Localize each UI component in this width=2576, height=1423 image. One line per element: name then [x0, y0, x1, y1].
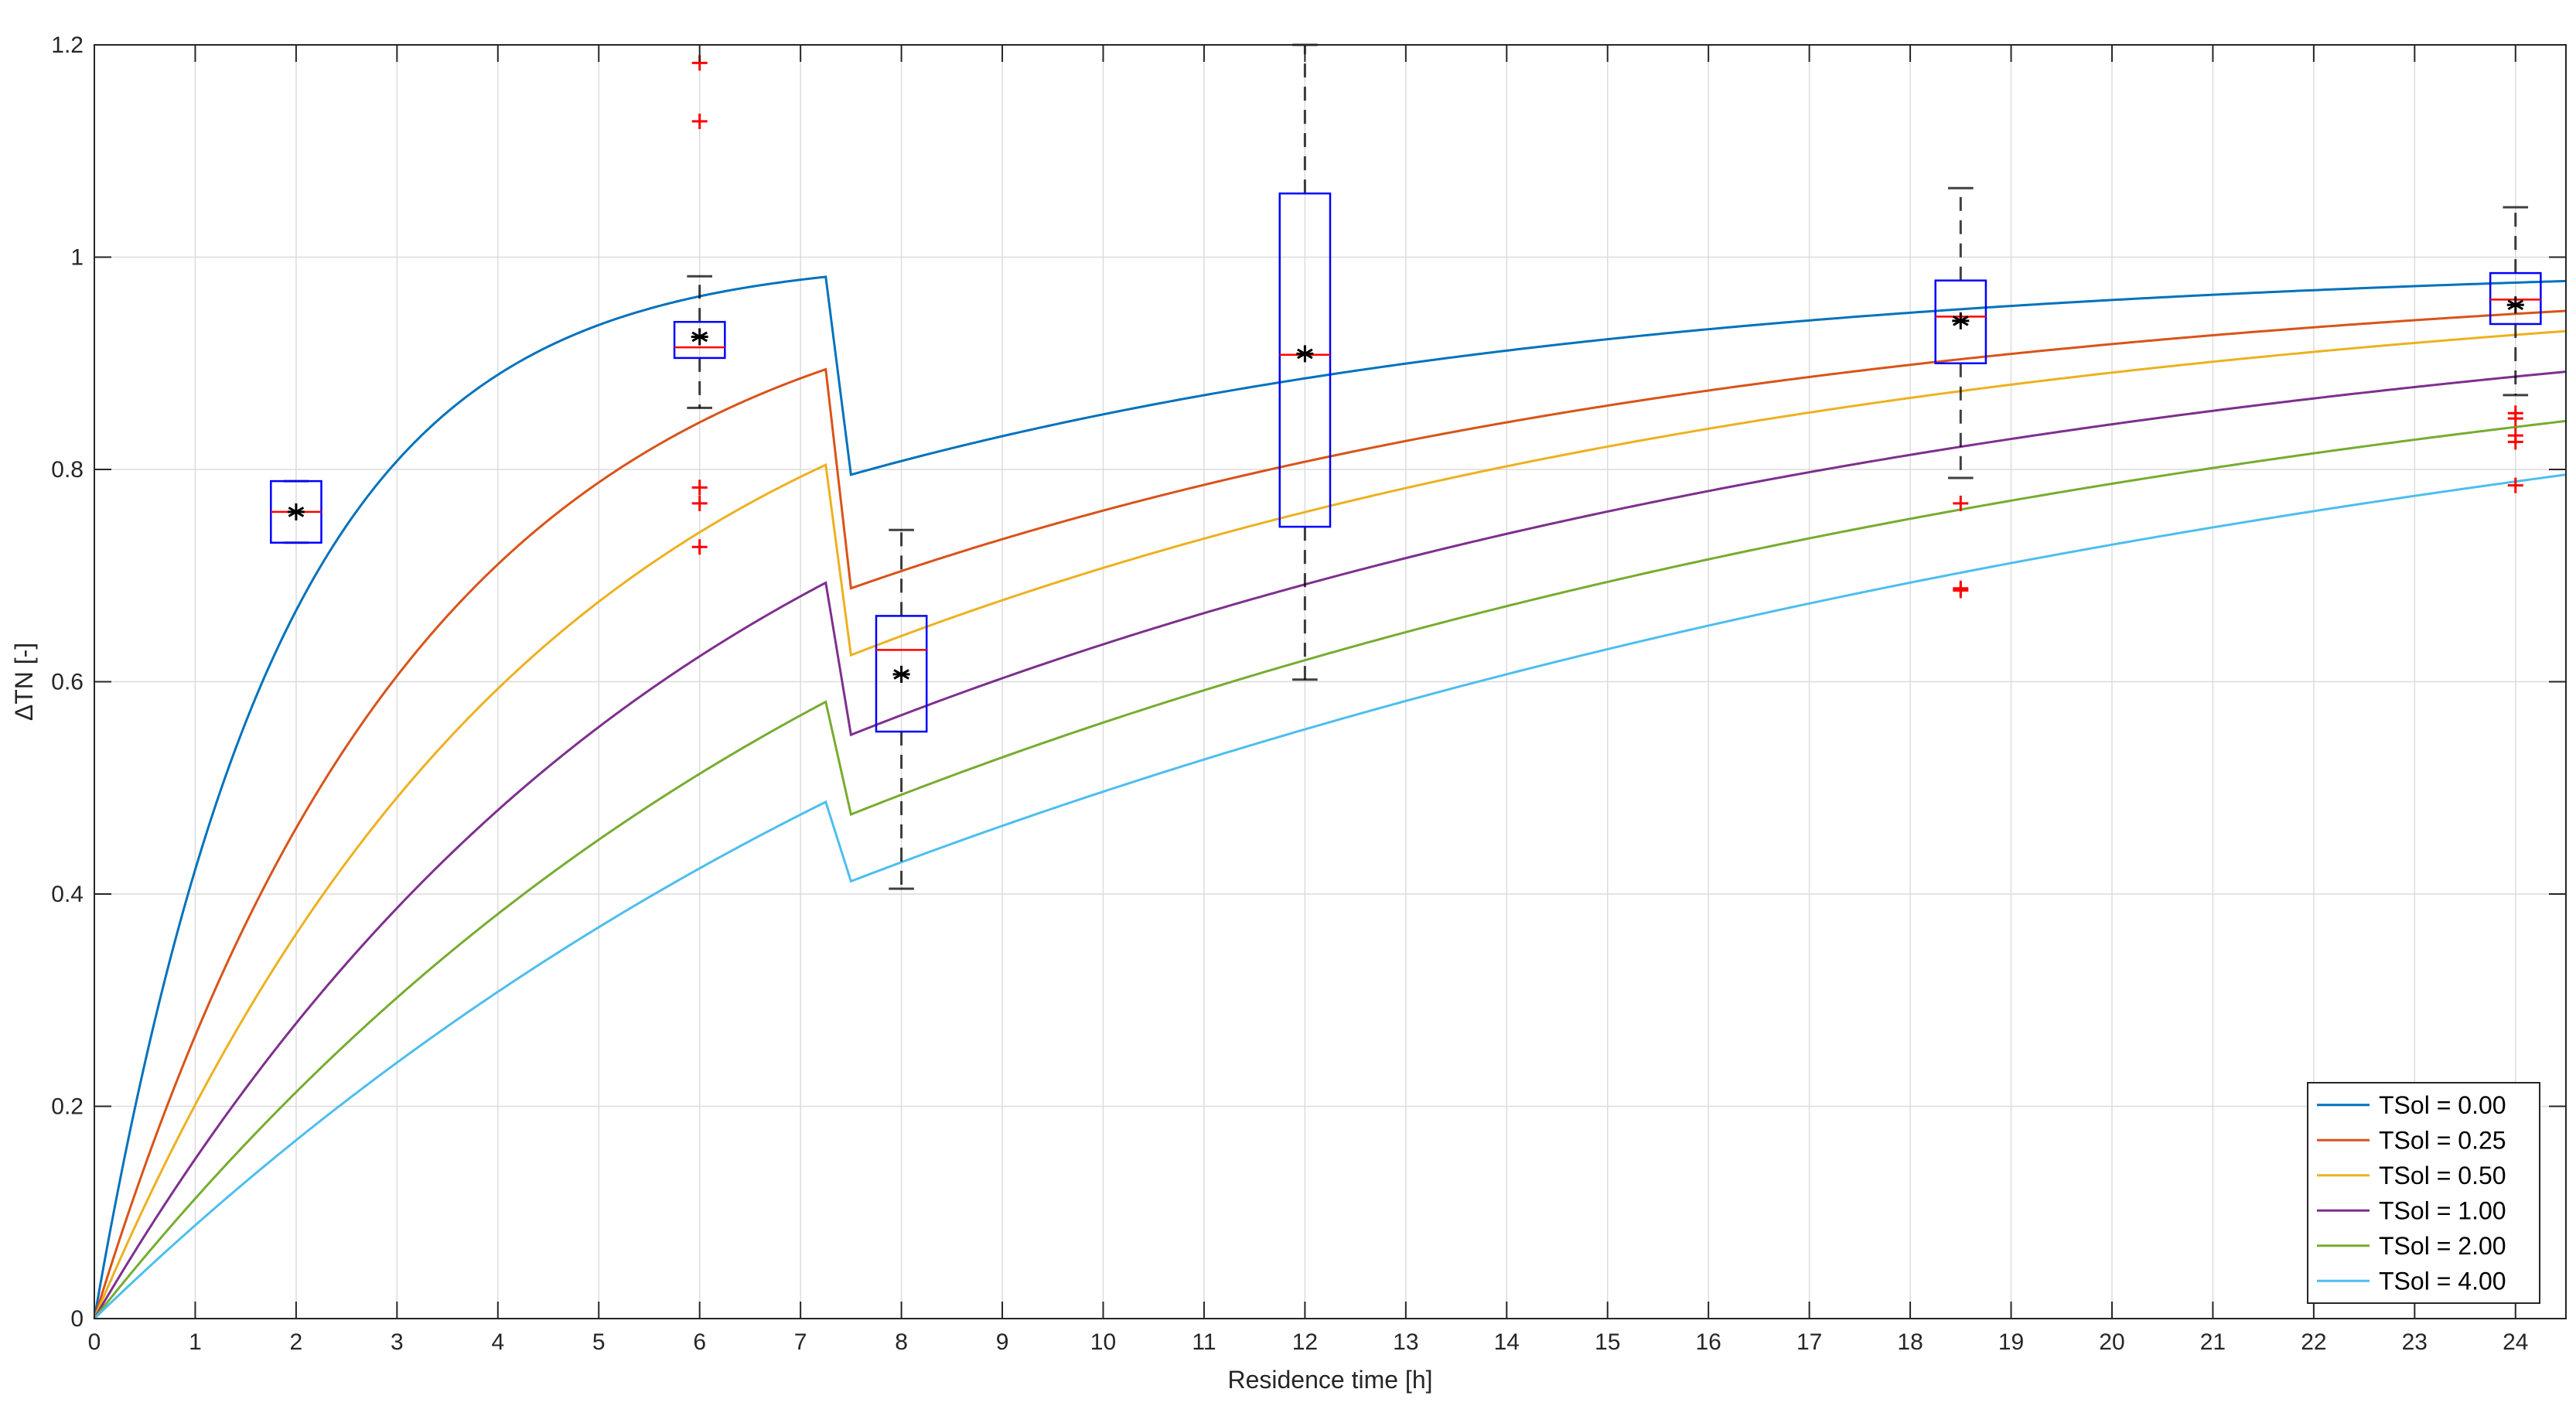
- legend-box: [2307, 1082, 2540, 1304]
- series-line-0: [93, 275, 2567, 1319]
- mean-marker: [1952, 312, 1970, 329]
- boxplot-4: [1934, 186, 1987, 599]
- boxplot-1: [673, 55, 726, 555]
- legend: TSol = 0.00 TSol = 0.25 TSol = 0.50 TSol = …: [2307, 1082, 2540, 1304]
- x-tick-label: 15: [1595, 1329, 1620, 1355]
- x-tick-label: 5: [592, 1329, 606, 1355]
- x-tick-label: 3: [391, 1329, 404, 1355]
- y-tick-label: 1: [70, 245, 84, 271]
- x-axis-label: Residence time [h]: [1227, 1366, 1432, 1394]
- series-line-4: [93, 419, 2567, 1319]
- legend-label: TSol = 0.50: [2379, 1162, 2506, 1189]
- x-tick-label: 13: [1393, 1329, 1418, 1355]
- series-lines: [93, 275, 2567, 1320]
- legend-label: TSol = 4.00: [2379, 1267, 2506, 1295]
- x-tick-label: 8: [895, 1329, 908, 1355]
- x-tick-label: 18: [1897, 1329, 1923, 1355]
- box: [673, 320, 726, 360]
- y-axis-label: ΔTN [-]: [10, 643, 38, 721]
- x-tick-label: 1: [189, 1329, 202, 1355]
- legend-label: TSol = 1.00: [2379, 1196, 2506, 1224]
- mean-marker: [691, 328, 708, 346]
- x-tick-label: 0: [88, 1329, 101, 1355]
- x-tick-label: 10: [1090, 1329, 1116, 1355]
- series-line-5: [93, 473, 2567, 1320]
- mean-marker: [287, 503, 305, 520]
- box: [875, 615, 928, 733]
- outlier-marker: [1953, 582, 1969, 599]
- y-tick-label: 0.8: [51, 457, 84, 483]
- series-line-2: [93, 329, 2567, 1319]
- outlier-marker: [2507, 411, 2523, 427]
- y-tick-label: 0.4: [51, 882, 84, 907]
- y-tick-label: 1.2: [51, 32, 84, 58]
- mean-marker: [1296, 345, 1314, 363]
- x-tick-label: 2: [290, 1329, 303, 1355]
- x-tick-label: 12: [1292, 1329, 1318, 1355]
- y-tick-label: 0: [70, 1306, 84, 1332]
- box: [1934, 279, 1987, 365]
- boxplot-0: [270, 479, 322, 544]
- outlier-marker: [691, 113, 708, 129]
- legend-label: TSol = 2.00: [2379, 1232, 2506, 1260]
- x-tick-label: 7: [794, 1329, 807, 1355]
- x-tick-label: 16: [1695, 1329, 1721, 1355]
- legend-label: TSol = 0.00: [2379, 1091, 2506, 1119]
- series-line-3: [93, 370, 2567, 1319]
- x-tick-label: 4: [491, 1329, 504, 1355]
- box: [2489, 271, 2542, 326]
- outlier-marker: [2507, 477, 2523, 493]
- x-tick-label: 21: [2200, 1329, 2226, 1355]
- x-tick-label: 20: [2099, 1329, 2124, 1355]
- x-tick-label: 22: [2301, 1329, 2326, 1355]
- legend-label: TSol = 0.25: [2379, 1126, 2506, 1154]
- x-tick-label: 24: [2503, 1329, 2528, 1355]
- y-tick-label: 0.2: [51, 1094, 84, 1120]
- x-tick-label: 23: [2402, 1329, 2428, 1355]
- boxplot-2: [875, 528, 928, 890]
- series-line-1: [93, 309, 2567, 1319]
- outlier-marker: [2507, 434, 2523, 450]
- x-tick-label: 17: [1796, 1329, 1822, 1355]
- boxplots: [270, 43, 2542, 890]
- boxplot-5: [2489, 206, 2542, 493]
- mean-marker: [892, 665, 910, 683]
- box: [1278, 192, 1332, 528]
- x-tick-label: 11: [1192, 1329, 1216, 1355]
- x-tick-label: 14: [1494, 1329, 1520, 1355]
- x-tick-label: 9: [996, 1329, 1009, 1355]
- x-tick-label: 6: [693, 1329, 706, 1355]
- mean-marker: [2506, 296, 2524, 314]
- y-tick-label: 0.6: [51, 670, 84, 695]
- outlier-marker: [691, 539, 708, 555]
- outlier-marker: [691, 495, 708, 511]
- x-tick-label: 19: [1998, 1329, 2024, 1355]
- axis-ticks: 0 1 2 3 4 5 6 7 8 9 10 11 12 13 14 15 16 17 18 19 20 21 22 23 24…: [51, 32, 2566, 1355]
- outlier-marker: [1953, 495, 1969, 511]
- outlier-marker: [691, 479, 708, 496]
